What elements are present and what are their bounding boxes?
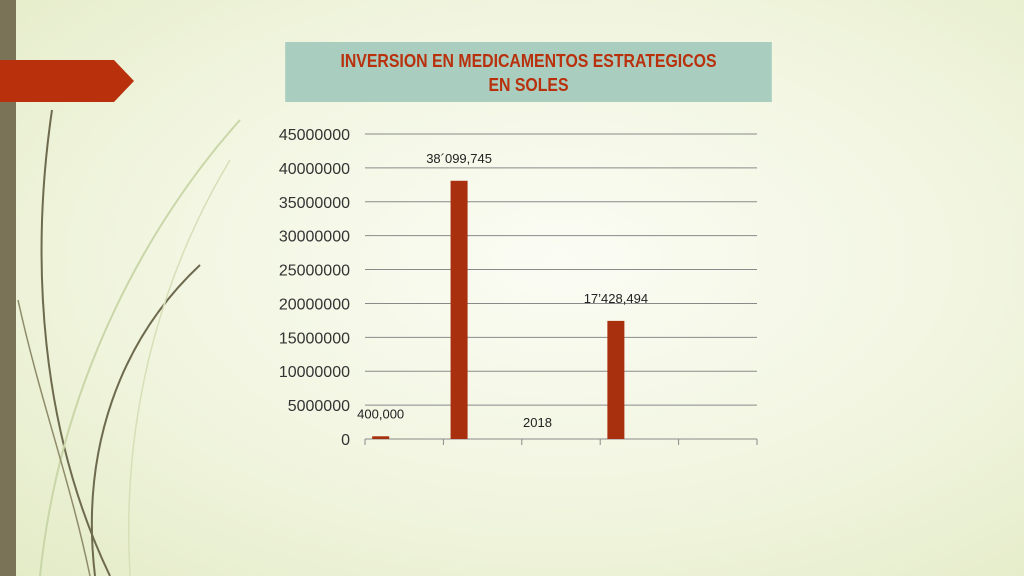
y-axis-ticks: 45000000 40000000 35000000 30000000 25000000… xyxy=(279,127,350,449)
bar xyxy=(607,321,624,439)
y-tick-label: 0 xyxy=(341,432,350,449)
bar xyxy=(451,181,468,439)
y-tick-label: 15000000 xyxy=(279,330,350,347)
grid-lines xyxy=(365,134,757,439)
data-label: 17’428,494 xyxy=(584,291,648,306)
data-label: 38´099,745 xyxy=(426,151,492,166)
data-label: 2018 xyxy=(523,415,552,430)
y-tick-label: 25000000 xyxy=(279,263,350,280)
y-tick-label: 35000000 xyxy=(279,195,350,212)
bars xyxy=(372,181,624,439)
y-tick-label: 5000000 xyxy=(288,398,350,415)
y-tick-label: 10000000 xyxy=(279,364,350,381)
data-label: 400,000 xyxy=(357,406,404,421)
data-labels: 400,000 38´099,745 2018 17’428,494 xyxy=(357,151,648,430)
bar xyxy=(372,436,389,439)
x-axis-ticks xyxy=(365,439,757,445)
y-tick-label: 40000000 xyxy=(279,161,350,178)
y-tick-label: 20000000 xyxy=(279,296,350,313)
y-tick-label: 45000000 xyxy=(279,127,350,144)
y-tick-label: 30000000 xyxy=(279,229,350,246)
